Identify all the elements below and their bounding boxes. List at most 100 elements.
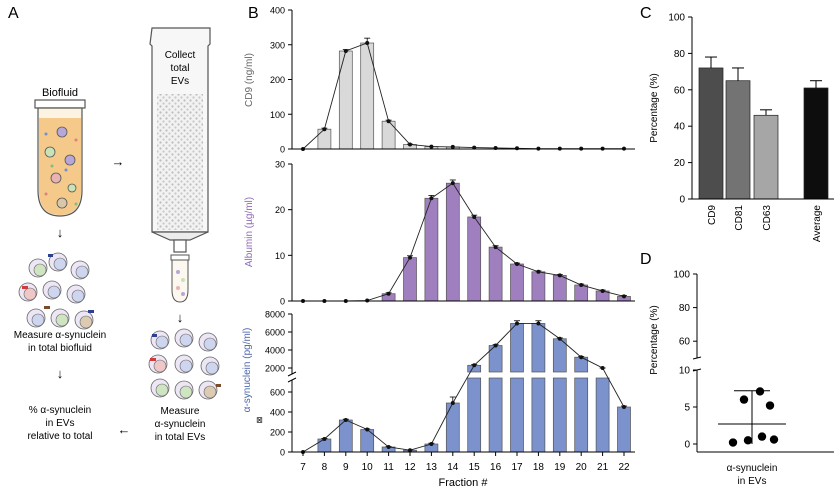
albumin-bar xyxy=(531,271,546,302)
albumin-point xyxy=(515,262,519,267)
fraction-label: 11 xyxy=(383,462,394,473)
albumin-point xyxy=(493,245,498,250)
syn-point xyxy=(515,321,519,326)
fraction-label: 20 xyxy=(576,462,588,473)
column-resin xyxy=(157,94,203,230)
albumin-ytick-label: 20 xyxy=(275,205,285,215)
d-axis-break-2 xyxy=(692,368,702,372)
syn-ytick-label: 200 xyxy=(270,428,285,438)
albumin-bar xyxy=(574,284,589,302)
c-ytick-label: 0 xyxy=(679,195,685,206)
syn-point xyxy=(472,363,477,368)
albumin-point xyxy=(408,255,412,260)
d-point xyxy=(743,436,753,445)
cd9-point xyxy=(365,41,370,46)
albumin-point xyxy=(579,283,584,288)
column-funnel xyxy=(151,231,209,241)
measure-evs-line1: Measure xyxy=(161,406,200,417)
fraction-label: 14 xyxy=(447,462,459,473)
panel-b-label: B xyxy=(248,5,259,22)
cd9-bar xyxy=(317,128,332,150)
panel-a-label: A xyxy=(8,5,19,22)
albumin-ylabel: Albumin (µg/ml) xyxy=(244,197,255,267)
cd9-ytick-label: 0 xyxy=(280,145,285,155)
syn-bar xyxy=(445,402,460,453)
syn-point xyxy=(429,442,434,446)
measure-biofluid-line1: Measure α-synuclein xyxy=(14,330,107,341)
albumin-ytick-label: 10 xyxy=(275,251,285,261)
arrow-right-icon: → xyxy=(112,154,125,169)
syn-ytick-label: 400 xyxy=(270,408,285,418)
fraction-label: 13 xyxy=(426,462,438,473)
c-category-label: CD81 xyxy=(734,205,745,231)
c-ytick-label: 60 xyxy=(674,85,686,96)
c-bar xyxy=(698,67,724,200)
c-ytick-label: 80 xyxy=(674,49,686,60)
column-outlet xyxy=(173,239,187,253)
syn-axis-break-1 xyxy=(287,371,297,377)
c-category-label: CD9 xyxy=(707,205,718,225)
collect-line1: Collect xyxy=(165,50,196,61)
syn-ytick-label: 6000 xyxy=(265,328,285,338)
ev-cluster-biofluid xyxy=(18,252,94,330)
syn-bar-lower xyxy=(488,377,503,453)
albumin-bar xyxy=(424,197,439,302)
cd9-point xyxy=(386,119,391,124)
cd9-ytick-label: 400 xyxy=(270,6,285,16)
d-ylabel: Percentage (%) xyxy=(649,305,660,374)
c-ytick-label: 40 xyxy=(674,122,686,133)
d-ytick-label: 5 xyxy=(684,403,690,414)
tube-cap xyxy=(34,99,86,109)
albumin-point xyxy=(622,294,626,299)
cd9-point xyxy=(429,144,434,149)
cd9-point xyxy=(515,146,519,151)
syn-point xyxy=(622,405,626,409)
panel-d: D 60 80 100 0 5 10 Percentage (%) α-synuclein… xyxy=(640,251,834,487)
chart-albumin: 0 10 20 30 Albumin (µg/ml) xyxy=(244,160,635,307)
c-ytick-label: 20 xyxy=(674,158,686,169)
syn-ytick-label: 600 xyxy=(270,388,285,398)
albumin-series-line xyxy=(303,182,625,302)
arrow-left-icon: ← xyxy=(118,422,131,437)
fraction-label: 12 xyxy=(404,462,416,473)
panel-c-label: C xyxy=(640,5,652,22)
d-point xyxy=(757,432,767,441)
syn-ylabel: α-synuclein (pg/ml) xyxy=(242,328,253,413)
d-point xyxy=(755,387,765,396)
d-axis-break-1 xyxy=(692,356,702,360)
collection-tube xyxy=(170,254,190,303)
measure-evs-line2: α-synuclein xyxy=(155,419,206,430)
syn-point xyxy=(322,437,327,441)
syn-point xyxy=(600,366,605,370)
fraction-label: 9 xyxy=(343,462,349,473)
chart-cd9: 0 100 200 300 400 CD9 (ng/ml) xyxy=(244,6,635,155)
d-ytick-label: 10 xyxy=(679,366,691,377)
d-xlabel-line1: α-synuclein xyxy=(727,463,778,474)
fraction-label: 17 xyxy=(511,462,523,473)
cd9-ylabel: CD9 (ng/ml) xyxy=(244,53,255,107)
d-point xyxy=(765,401,775,410)
syn-axis-break-2 xyxy=(287,377,297,383)
albumin-bar xyxy=(445,182,460,302)
syn-bar-lower xyxy=(574,377,589,453)
fraction-label: 22 xyxy=(618,462,630,473)
albumin-point xyxy=(472,214,477,219)
syn-bar xyxy=(338,419,353,453)
syn-point xyxy=(536,321,541,326)
measure-evs-line3: in total EVs xyxy=(155,432,206,443)
syn-point xyxy=(579,355,584,360)
measure-biofluid-line2: in total biofluid xyxy=(28,343,92,354)
d-point xyxy=(769,435,779,444)
collect-line2: total xyxy=(171,63,190,74)
syn-point xyxy=(450,401,455,405)
d-ytick-label: 100 xyxy=(673,270,690,281)
c-ytick-label: 100 xyxy=(668,13,685,24)
syn-ytick-label: 4000 xyxy=(265,346,285,356)
albumin-point xyxy=(429,196,434,201)
albumin-bar xyxy=(510,263,524,302)
ev-cluster-evs xyxy=(148,328,221,400)
biofluid-tube: Biofluid xyxy=(34,87,86,217)
c-bar xyxy=(803,87,829,200)
panel-d-label: D xyxy=(640,251,652,268)
